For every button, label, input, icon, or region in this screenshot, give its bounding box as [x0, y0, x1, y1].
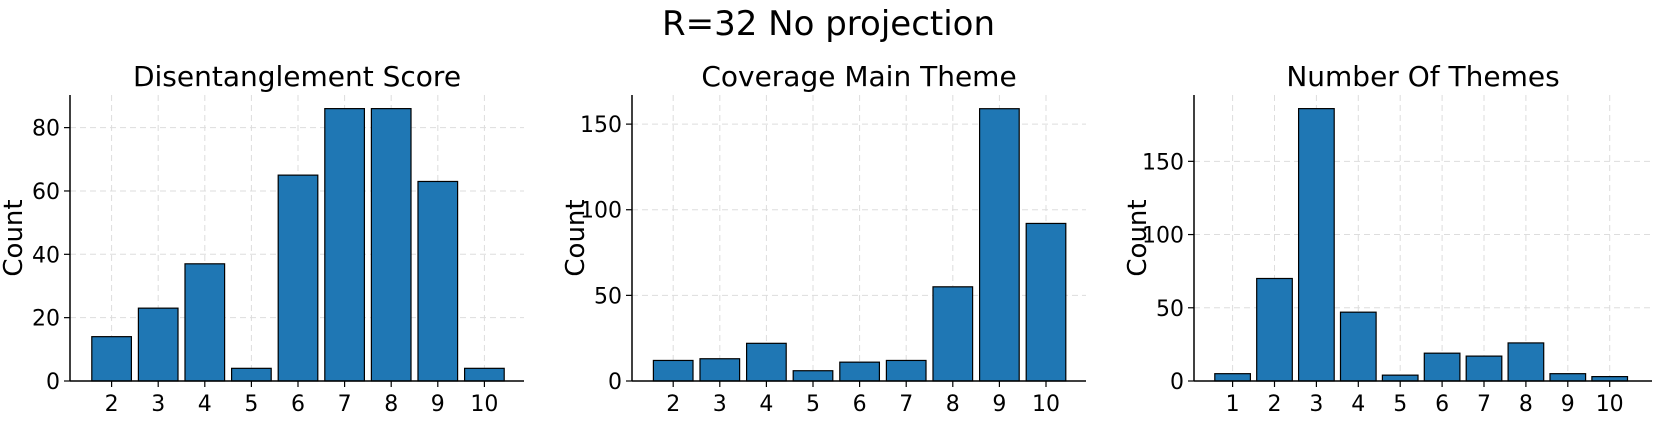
bar-4	[1339, 311, 1377, 382]
x-tick-label: 3	[151, 392, 165, 417]
x-tick-label: 8	[1519, 392, 1533, 417]
x-tick-label: 6	[853, 392, 867, 417]
y-tick-label: 0	[608, 370, 622, 395]
x-tick-label: 8	[384, 392, 398, 417]
bar-8	[1507, 342, 1545, 382]
y-axis-label: Count	[1123, 199, 1153, 276]
y-axis-label: Count	[0, 199, 29, 276]
bar-9	[1549, 373, 1587, 382]
x-tick-label: 5	[1393, 392, 1407, 417]
bar-8	[932, 286, 974, 382]
figure-title: R=32 No projection	[661, 4, 996, 44]
bar-5	[792, 370, 834, 382]
bar-2	[91, 336, 133, 382]
y-tick-label: 80	[32, 117, 60, 142]
y-tick-label: 100	[1142, 224, 1184, 249]
bar-9	[978, 108, 1020, 382]
bar-7	[324, 108, 366, 382]
x-tick-label: 7	[338, 392, 352, 417]
y-tick-label: 40	[32, 243, 60, 268]
panel-disentanglement-score: 0 20 40 60 80 2 3 4 5 6 7 8 9 10 Disentanglement Score…	[0, 60, 524, 417]
bar-6	[277, 174, 319, 382]
x-tick-label: 4	[759, 392, 773, 417]
y-tick-label: 0	[46, 370, 60, 395]
bar-7	[1465, 355, 1503, 382]
x-tick-label: 4	[1351, 392, 1365, 417]
x-tick-label: 1	[1226, 392, 1240, 417]
y-tick-label: 50	[1156, 297, 1184, 322]
y-tick-label: 150	[580, 113, 622, 138]
y-tick-label: 20	[32, 307, 60, 332]
x-tick-label: 2	[105, 392, 119, 417]
bar-8	[370, 108, 412, 382]
panel-title: Coverage Main Theme	[701, 60, 1016, 93]
y-axis-label: Count	[561, 199, 591, 276]
x-tick-label: 3	[1309, 392, 1323, 417]
bar-9	[417, 180, 459, 382]
x-tick-label: 9	[992, 392, 1006, 417]
y-tick-label: 50	[594, 284, 622, 309]
bar-10	[463, 367, 505, 382]
bar-1	[1214, 373, 1252, 382]
bar-2	[652, 359, 694, 382]
x-tick-label: 7	[1477, 392, 1491, 417]
bar-3	[1297, 108, 1335, 382]
panel-number-of-themes: 0 50 100 150 1 2 3 4 5 6 7 8 9 10 Number Of Themes Coun…	[1123, 60, 1652, 417]
bar-5	[230, 367, 272, 382]
x-tick-label: 5	[244, 392, 258, 417]
bar-3	[137, 307, 179, 382]
y-tick-label: 0	[1170, 370, 1184, 395]
bar-5	[1381, 374, 1419, 382]
x-tick-label: 8	[946, 392, 960, 417]
bar-7	[885, 359, 927, 382]
panel-title: Number Of Themes	[1286, 60, 1559, 93]
x-tick-label: 2	[666, 392, 680, 417]
bar-6	[1423, 352, 1461, 382]
x-tick-label: 3	[713, 392, 727, 417]
x-tick-label: 9	[431, 392, 445, 417]
bar-4	[745, 342, 787, 382]
bar-6	[839, 361, 881, 382]
x-tick-label: 10	[1596, 392, 1624, 417]
bar-4	[184, 263, 226, 382]
y-tick-label: 100	[580, 199, 622, 224]
bar-3	[699, 358, 741, 382]
x-tick-label: 10	[1032, 392, 1060, 417]
x-tick-label: 6	[291, 392, 305, 417]
bar-10	[1025, 222, 1067, 382]
y-tick-label: 150	[1142, 150, 1184, 175]
x-tick-label: 4	[198, 392, 212, 417]
x-tick-label: 2	[1268, 392, 1282, 417]
y-tick-label: 60	[32, 180, 60, 205]
bar-2	[1256, 277, 1293, 382]
x-tick-label: 5	[806, 392, 820, 417]
x-tick-label: 7	[899, 392, 913, 417]
x-tick-label: 9	[1561, 392, 1575, 417]
panel-coverage-main-theme: 0 50 100 150 2 3 4 5 6 7 8 9 10 Coverage Main Theme Co…	[561, 60, 1086, 417]
x-tick-label: 6	[1435, 392, 1449, 417]
x-tick-label: 10	[470, 392, 498, 417]
panel-title: Disentanglement Score	[133, 60, 461, 93]
